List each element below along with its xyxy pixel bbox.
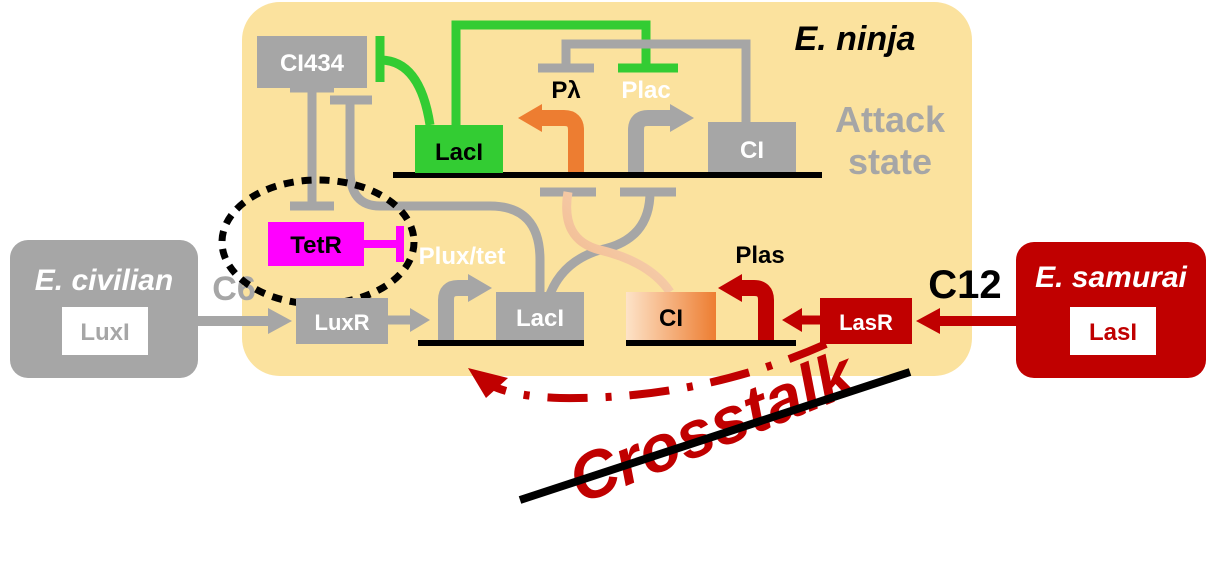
tetr-highlight-ellipse	[218, 176, 418, 308]
crossing-repression-wires	[540, 187, 676, 302]
pluxtet-label: Plux/tet	[419, 243, 506, 270]
samurai-cell-label: E. samurai	[1035, 261, 1187, 294]
plac-label: Plac	[621, 77, 670, 104]
plas-promoter-arrow	[718, 274, 774, 340]
luxr-label: LuxR	[315, 310, 370, 335]
luxr-box	[296, 298, 388, 344]
lasi-label: LasI	[1089, 319, 1137, 346]
laci-bottom-box	[496, 292, 584, 340]
tetr-box	[268, 222, 364, 266]
crosstalk-strikethrough	[518, 368, 912, 504]
crosstalk-dashed-arrow	[468, 340, 828, 403]
c12-signal-label: C12	[928, 263, 1001, 307]
plac-promoter-arrow	[628, 104, 694, 172]
lasi-box	[1070, 307, 1156, 355]
laci-top-label: LacI	[435, 139, 483, 166]
lasr-arrow	[782, 308, 820, 332]
c6-arrow	[198, 308, 292, 334]
ninja-cell-label: E. ninja	[795, 20, 916, 58]
laci-top-box	[415, 125, 503, 173]
luxr-arrow	[388, 308, 430, 332]
laci-bottom-label: LacI	[516, 305, 564, 332]
ci-bottom-box	[626, 292, 716, 340]
ci434-label: CI434	[280, 50, 345, 77]
lasr-box	[820, 298, 912, 344]
plambda-promoter-arrow	[518, 104, 584, 172]
civilian-cell-label: E. civilian	[35, 264, 173, 297]
ci-to-plambda-repression	[538, 39, 751, 122]
plambda-label: Pλ	[551, 77, 580, 104]
attack-state-label-line2: state	[848, 141, 932, 182]
tetr-label: TetR	[290, 232, 342, 259]
luxi-label: LuxI	[80, 319, 129, 346]
laci-to-ci434-wire	[345, 100, 545, 300]
lasr-label: LasR	[839, 310, 893, 335]
c6-signal-label: C6	[212, 270, 255, 308]
laci-green-repression	[375, 20, 678, 126]
tetr-repression	[364, 226, 404, 262]
attack-state-label-line1: Attack	[835, 99, 946, 140]
luxi-box	[62, 307, 148, 355]
ci434-box	[257, 36, 367, 88]
ci-bottom-label: CI	[659, 305, 683, 332]
c12-arrow	[916, 308, 1016, 334]
pluxtet-promoter-arrow	[438, 274, 492, 340]
ci-top-box	[708, 122, 796, 172]
ci-top-label: CI	[740, 137, 764, 164]
ci434-repression	[290, 83, 334, 211]
plas-label: Plas	[735, 242, 784, 269]
